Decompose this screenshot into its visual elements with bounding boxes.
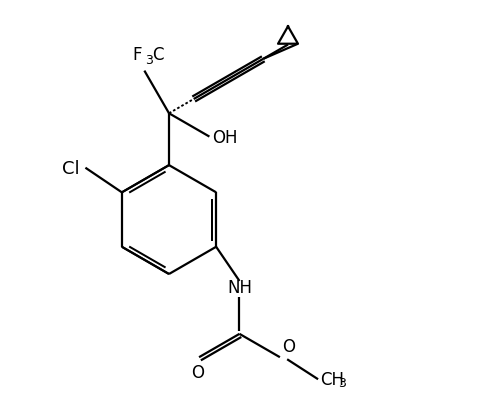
Text: CH: CH	[320, 370, 344, 388]
Text: O: O	[192, 364, 205, 382]
Text: O: O	[282, 337, 295, 355]
Text: 3: 3	[338, 376, 346, 389]
Text: OH: OH	[212, 128, 238, 146]
Text: 3: 3	[145, 54, 153, 67]
Text: F: F	[133, 46, 142, 64]
Text: NH: NH	[227, 279, 252, 297]
Text: C: C	[152, 46, 163, 64]
Text: Cl: Cl	[62, 160, 79, 177]
